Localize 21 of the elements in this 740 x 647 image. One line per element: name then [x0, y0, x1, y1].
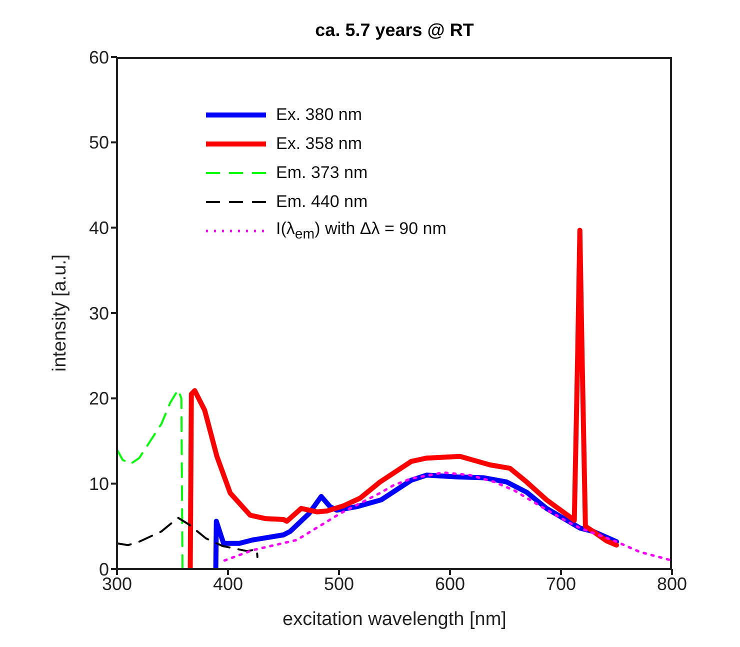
x-tick-label: 400	[212, 574, 244, 594]
y-axis-title: intensity [a.u.]	[50, 254, 71, 372]
line-series	[117, 516, 258, 558]
legend-label: Em. 440 nm	[276, 192, 368, 212]
line-series	[223, 471, 672, 562]
y-tick-label: 60	[88, 47, 109, 68]
x-tick-label: 500	[324, 574, 354, 594]
x-tick-label: 600	[434, 574, 466, 594]
y-tick-label: 50	[88, 132, 109, 153]
y-tick-label: 40	[88, 218, 109, 238]
legend-label: Em. 373 nm	[276, 162, 368, 182]
y-tick-label: 20	[88, 388, 109, 409]
y-tick-label: 30	[88, 303, 109, 324]
x-axis-title: excitation wavelength [nm]	[282, 609, 506, 630]
x-tick-label: 700	[546, 574, 576, 594]
legend-label: Ex. 358 nm	[276, 134, 362, 154]
y-tick-label: 10	[88, 474, 109, 494]
legend-label: Ex. 380 nm	[276, 104, 362, 124]
legend-label: I(λ$_{em}$) with Δλ = 90 nm	[276, 218, 446, 242]
chart-title: ca. 5.7 years @ RT	[314, 20, 475, 41]
x-tick-label: 800	[656, 574, 688, 594]
